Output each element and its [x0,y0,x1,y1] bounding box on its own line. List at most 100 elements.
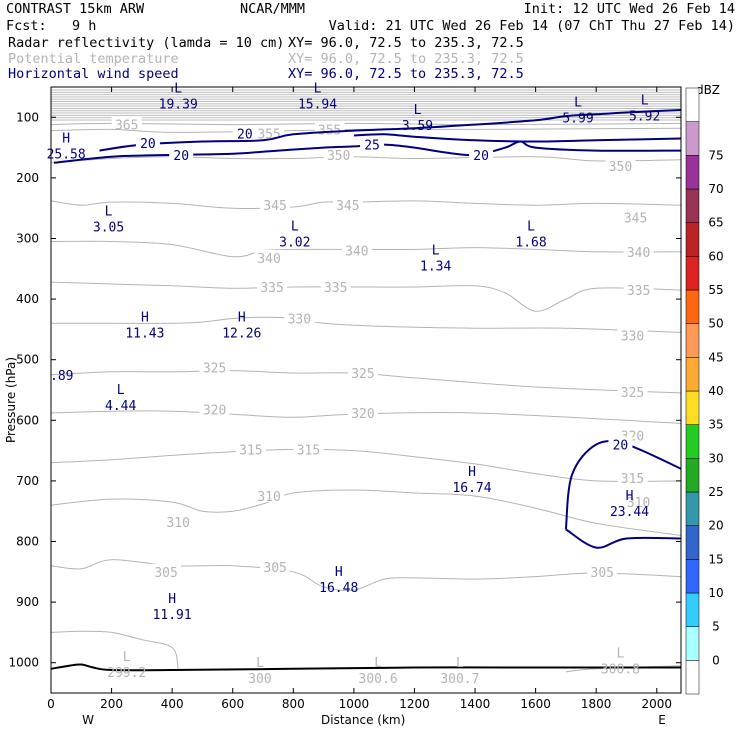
theta-label: 345 [263,199,286,214]
colorbar-swatch [685,424,700,459]
model-title: CONTRAST 15km ARW [6,1,145,17]
extremum-type: L [456,656,464,671]
theta-label-bg [320,278,351,293]
field-1-xy: XY= 96.0, 72.5 to 235.3, 72.5 [288,35,524,51]
extremum-L: L5.99 [562,95,593,126]
colorbar-swatch [685,592,700,627]
x-end-label-east: E [658,713,666,727]
extremum-H: H16.48 [319,565,358,596]
y-tick-label: 900 [16,595,39,609]
theta-label: 335 [324,281,347,296]
wind-label-bg [169,146,194,161]
x-tick-label: 1400 [460,697,491,711]
wind-label: 20 [140,137,156,152]
theta-label: 305 [154,566,177,581]
field-3-xy: XY= 96.0, 72.5 to 235.3, 72.5 [288,66,524,82]
extremum-type: H [468,465,476,480]
theta-label-bg [341,242,372,257]
theta-label: 315 [621,472,644,487]
surface-theta-contour [51,630,179,669]
theta-label: 330 [621,329,644,344]
theta-label-bg [605,157,636,172]
colorbar-swatch [685,491,700,526]
extremum-value: 3.02 [279,236,310,251]
extremum-H: H16.74 [452,465,491,496]
colorbar-level-label: 10 [708,586,723,600]
extremum-value: 300.6 [359,672,398,687]
colorbar-swatch [685,660,700,695]
theta-contour-325 [51,370,681,394]
colorbar-level-label: 35 [708,418,723,432]
colorbar-swatch [685,289,700,324]
extremum-type: L [527,220,535,235]
theta-contour-355 [51,127,681,133]
theta-label-bg [260,197,291,212]
extremum-type: L [374,656,382,671]
extremum-type: L [256,656,264,671]
wind-label: 20 [473,149,489,164]
theta-label: 310 [627,496,650,511]
y-tick-label: 300 [16,232,39,246]
edge-extremum-label: .89 [50,369,73,384]
theta-label: 310 [166,516,189,531]
extremum-value: 16.48 [319,581,358,596]
extremum-H: H25.58 [47,132,86,163]
theta-contour-345 [51,200,681,209]
extremum-value: 5.99 [562,111,593,126]
theta-label-bg [347,405,378,420]
colorbar-swatch [685,559,700,594]
extremum-type: L [105,204,113,219]
y-tick-label: 800 [16,535,39,549]
extremum-value: 3.59 [402,119,433,134]
x-tick-label: 400 [161,697,184,711]
theta-label-bg [254,125,285,140]
theta-label-bg [617,383,648,398]
theta-label-bg [623,282,654,297]
extremum-value: 12.26 [222,326,261,341]
theta-label-bg [254,249,285,264]
theta-label: 340 [257,252,280,267]
extremum-value: 23.44 [610,505,649,520]
axes: 0 200 400 600 800 1000 1200 1400 1600 1800 2000 100… [8,87,681,711]
colorbar-swatch [685,458,700,493]
theta-label-bg [235,441,266,456]
field-2-name: Potential temperature [8,51,179,67]
colorbar-level-label: 70 [708,182,723,196]
x-tick-label: 800 [282,697,305,711]
field-1-name: Radar reflectivity (lamda = 10 cm) [8,35,284,51]
fcst-label: Fcst: [6,18,47,34]
theta-contour-320 [51,410,681,424]
extremum-type: L [314,81,322,96]
colorbar-swatch [685,323,700,358]
extremum-value: 300.8 [601,663,640,678]
theta-label-bg [617,469,648,484]
x-tick-label: 1600 [520,697,551,711]
colorbar-level-label: 0 [712,653,720,667]
colorbar-level-label: 55 [708,283,723,297]
colorbar-swatch [685,256,700,291]
wind-contour-20 [565,528,681,549]
extremum-value: 1.34 [420,260,451,275]
extremum-type: H [141,310,149,325]
theta-label-bg [332,197,363,212]
extremum-value: 11.91 [153,608,192,623]
wind-label-bg [360,136,385,151]
field-3-name: Horizontal wind speed [8,66,179,82]
extremum-value: 5.92 [629,109,660,124]
theta-contour-310 [51,489,681,536]
colorbar-level-label: 40 [708,384,723,398]
extremum-type: L [117,383,125,398]
theta-label-bg [199,401,230,416]
y-tick-label: 100 [16,110,39,124]
extremum-type: H [62,132,70,147]
theta-label: 345 [624,211,647,226]
extremum-H: H23.44 [610,489,649,520]
theta-label-bg [323,146,354,161]
colorbar-swatch [685,188,700,223]
theta-label-bg [199,359,230,374]
theta-label: 320 [203,403,226,418]
colorbar-swatch [685,626,700,661]
